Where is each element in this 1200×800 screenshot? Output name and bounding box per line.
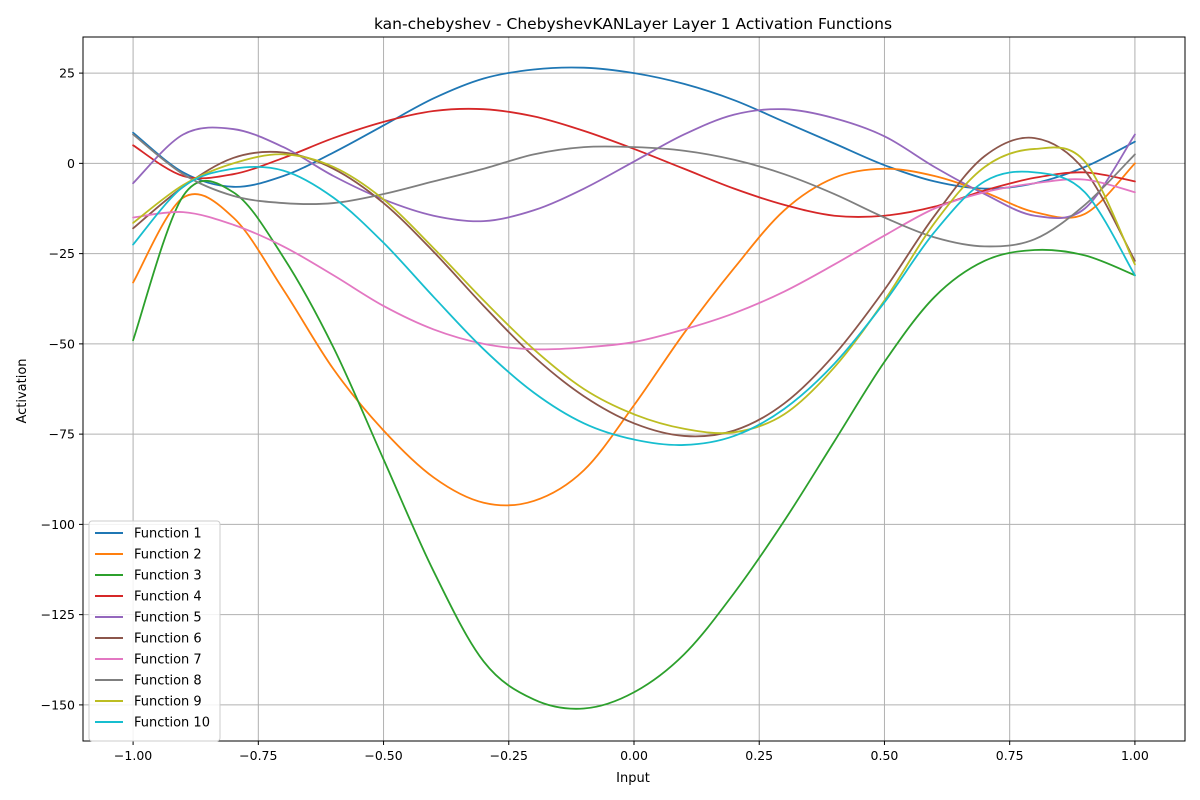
series-line-function-8 [132, 133, 1136, 248]
plot-lines [132, 66, 1136, 710]
y-tick-label: −25 [49, 246, 75, 261]
legend-label: Function 7 [134, 653, 202, 668]
legend-label: Function 10 [134, 716, 210, 731]
x-tick-label: 0.25 [745, 748, 773, 763]
y-tick-label: −150 [41, 697, 75, 712]
x-axis: −1.00 −0.75 −0.50 −0.25 0.00 0.25 0.50 0.75 1.00 [114, 741, 1149, 763]
series-line-function-4 [132, 107, 1136, 218]
x-tick-label: −1.00 [114, 748, 152, 763]
legend-label: Function 8 [134, 674, 202, 689]
legend-label: Function 9 [134, 695, 202, 710]
series-line-function-10 [132, 165, 1136, 446]
legend-label: Function 3 [134, 569, 202, 584]
y-tick-label: −125 [41, 607, 75, 622]
y-tick-label: −100 [41, 517, 75, 532]
series-line-function-5 [132, 108, 1136, 223]
x-tick-label: −0.50 [364, 748, 402, 763]
chart-title: kan-chebyshev - ChebyshevKANLayer Layer … [374, 15, 892, 33]
x-tick-label: 0.50 [871, 748, 899, 763]
legend-label: Function 4 [134, 590, 202, 605]
series-line-function-9 [132, 146, 1136, 435]
x-tick-label: 1.00 [1121, 748, 1149, 763]
y-tick-label: −75 [49, 427, 75, 442]
legend-label: Function 5 [134, 611, 202, 626]
x-tick-label: 0.75 [996, 748, 1024, 763]
legend-label: Function 1 [134, 527, 202, 542]
y-tick-label: −50 [49, 336, 75, 351]
x-axis-label: Input [616, 771, 650, 786]
y-axis: 25 0 −25 −50 −75 −100 −125 −150 [41, 66, 83, 712]
y-axis-label: Activation [15, 358, 30, 423]
x-tick-label: −0.75 [239, 748, 277, 763]
y-tick-label: 0 [67, 156, 75, 171]
legend-label: Function 2 [134, 548, 202, 563]
legend: Function 1 Function 2 Function 3 Function 4… [88, 520, 221, 742]
x-tick-label: −0.25 [490, 748, 528, 763]
x-tick-label: 0.00 [620, 748, 648, 763]
series-line-function-3 [132, 179, 1136, 710]
series-line-function-7 [132, 178, 1136, 351]
y-tick-label: 25 [59, 66, 75, 81]
legend-label: Function 6 [134, 632, 202, 647]
